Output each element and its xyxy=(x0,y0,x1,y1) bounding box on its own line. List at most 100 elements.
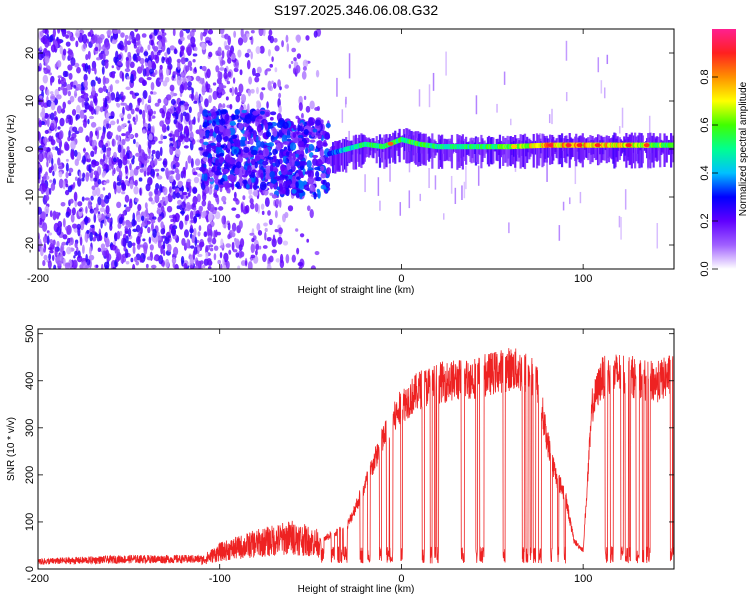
heatmap-cell xyxy=(154,187,159,196)
heatmap-cell xyxy=(297,189,304,194)
heatmap-cell xyxy=(122,95,126,100)
heatmap-cell xyxy=(141,33,147,38)
heatmap-cell xyxy=(565,40,568,61)
heatmap-cell xyxy=(57,29,61,34)
heatmap-cell xyxy=(113,180,117,190)
heatmap-cell xyxy=(73,85,77,89)
heatmap-cell xyxy=(166,47,171,55)
heatmap-cell xyxy=(326,167,332,175)
heatmap-cell xyxy=(101,66,105,75)
heatmap-cell xyxy=(213,253,217,261)
heatmap-cell xyxy=(196,173,203,177)
heatmap-cell xyxy=(231,241,235,252)
heatmap-cell xyxy=(274,210,278,219)
heatmap-cell xyxy=(132,116,136,122)
heatmap-cell xyxy=(164,52,168,57)
heatmap-cell xyxy=(292,124,297,131)
heatmap-cell xyxy=(312,128,318,133)
heatmap-cell xyxy=(215,65,220,73)
heatmap-cell xyxy=(290,60,294,65)
heatmap-cell xyxy=(140,46,144,53)
heatmap-cell xyxy=(158,255,164,265)
heatmap-cell xyxy=(266,263,272,269)
heatmap-cell xyxy=(299,125,303,132)
heatmap-cell xyxy=(108,156,112,167)
x-tick-label: 0 xyxy=(398,573,404,585)
heatmap-cell xyxy=(57,126,61,130)
heatmap-cell xyxy=(300,149,304,155)
heatmap-cell xyxy=(53,264,57,269)
heatmap-cell xyxy=(269,116,274,121)
y-tick-label: 500 xyxy=(24,325,36,343)
heatmap-cell xyxy=(159,64,163,70)
heatmap-cell xyxy=(206,206,212,210)
heatmap-cell xyxy=(269,63,273,68)
heatmap-cell xyxy=(276,186,280,191)
heatmap-cell xyxy=(237,265,241,269)
heatmap-cell xyxy=(49,35,54,43)
heatmap-cell xyxy=(432,72,435,91)
heatmap-cell xyxy=(238,220,243,229)
heatmap-cell xyxy=(125,86,131,91)
heatmap-cell xyxy=(102,75,106,86)
heatmap-cell xyxy=(46,235,50,245)
heatmap-cell xyxy=(317,133,323,140)
heatmap-cell xyxy=(228,249,232,255)
heatmap-cell xyxy=(190,158,194,168)
heatmap-cell xyxy=(65,158,69,162)
heatmap-cell xyxy=(123,233,127,240)
heatmap-cell xyxy=(165,258,170,268)
heatmap-cell xyxy=(263,120,267,125)
heatmap-cell xyxy=(247,164,252,174)
heatmap-cell xyxy=(98,87,104,94)
heatmap-cell xyxy=(169,145,174,156)
heatmap-cell xyxy=(223,67,227,74)
heatmap-cell xyxy=(45,52,50,56)
heatmap-cell xyxy=(255,155,261,161)
heatmap-cell xyxy=(259,91,264,101)
heatmap-cell xyxy=(185,214,190,222)
heatmap-cell xyxy=(214,207,218,211)
heatmap-cell xyxy=(191,92,195,102)
heatmap-cell xyxy=(282,240,289,246)
heatmap-cell xyxy=(211,120,216,127)
heatmap-cell xyxy=(344,99,347,108)
heatmap-cell xyxy=(124,248,129,259)
heatmap-cell xyxy=(193,227,197,238)
heatmap-cell xyxy=(135,141,139,148)
heatmap-cell xyxy=(418,89,421,107)
heatmap-cell xyxy=(250,88,255,94)
heatmap-cell xyxy=(150,219,156,224)
heatmap-cell xyxy=(261,210,265,215)
heatmap-cell xyxy=(165,94,172,101)
heatmap-cell xyxy=(377,177,380,196)
heatmap-cell xyxy=(131,218,136,227)
heatmap-cell xyxy=(269,159,273,165)
heatmap-cell xyxy=(40,97,45,108)
heatmap-cell xyxy=(82,172,86,179)
heatmap-cell xyxy=(255,249,258,256)
heatmap-cell xyxy=(202,156,208,162)
heatmap-cell xyxy=(278,105,282,114)
heatmap-cell xyxy=(232,77,236,84)
heatmap-cell xyxy=(184,112,190,122)
heatmap-cell xyxy=(597,57,600,73)
heatmap-cell xyxy=(74,176,78,181)
heatmap-cell xyxy=(234,238,240,246)
heatmap-cell xyxy=(216,231,221,236)
heatmap-cell xyxy=(209,247,214,252)
heatmap-cell xyxy=(180,256,185,265)
heatmap-cell xyxy=(46,160,49,168)
heatmap-cell xyxy=(178,113,181,123)
heatmap-cell xyxy=(44,194,50,202)
heatmap-cell xyxy=(84,102,90,110)
heatmap-cell xyxy=(223,71,228,80)
heatmap-cell xyxy=(216,77,222,85)
heatmap-cell xyxy=(215,121,220,126)
heatmap-cell xyxy=(102,187,106,191)
heatmap-cell xyxy=(296,247,300,255)
heatmap-cell xyxy=(173,48,178,55)
heatmap-cell xyxy=(168,215,174,219)
heatmap-cell xyxy=(65,162,69,172)
heatmap-cell xyxy=(239,69,243,76)
